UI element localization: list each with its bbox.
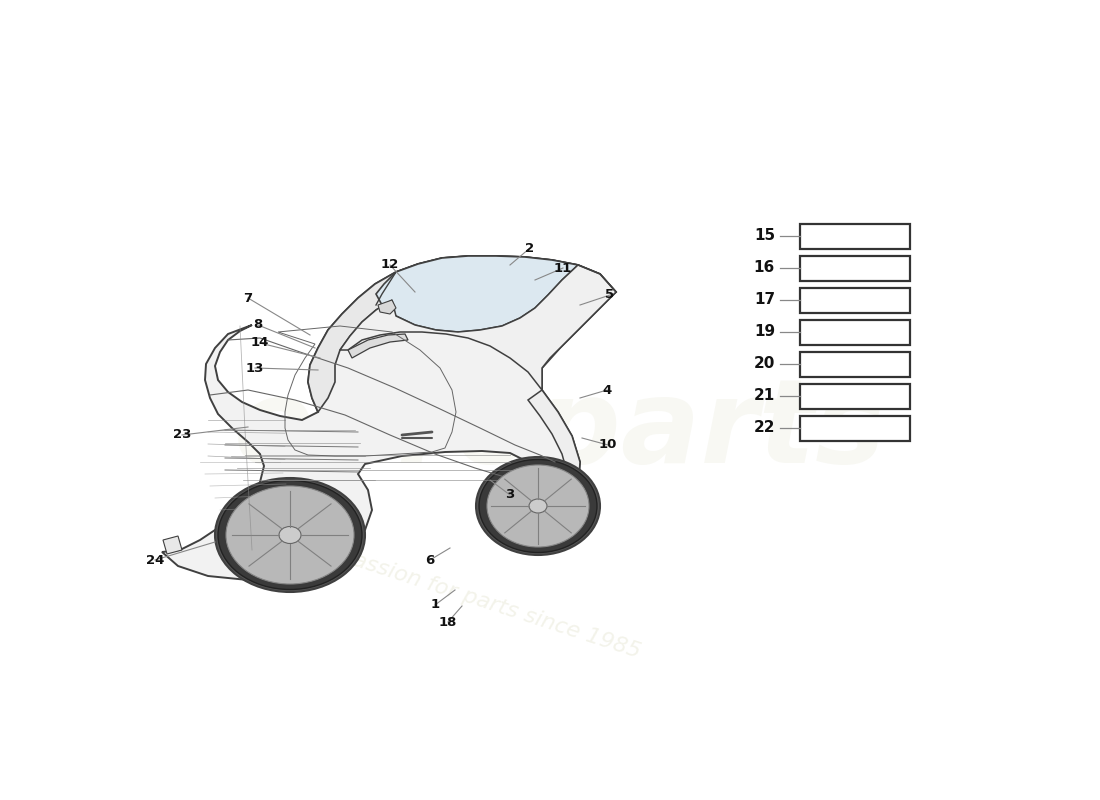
Text: 22: 22 <box>754 421 776 435</box>
Ellipse shape <box>317 535 339 551</box>
Text: 7: 7 <box>243 291 253 305</box>
Text: 6: 6 <box>426 554 434 566</box>
Text: 23: 23 <box>173 429 191 442</box>
Polygon shape <box>340 265 616 390</box>
Bar <box>800 383 910 409</box>
Text: 3: 3 <box>505 489 515 502</box>
Polygon shape <box>348 334 408 358</box>
Text: 15: 15 <box>754 229 776 243</box>
Text: 20: 20 <box>754 357 776 371</box>
Bar <box>800 319 910 345</box>
Ellipse shape <box>214 478 365 592</box>
Text: 21: 21 <box>754 389 776 403</box>
Ellipse shape <box>478 459 597 553</box>
Bar <box>800 351 910 377</box>
Text: 18: 18 <box>439 615 458 629</box>
Text: 13: 13 <box>245 362 264 374</box>
Bar <box>800 415 910 441</box>
Ellipse shape <box>279 526 301 543</box>
Text: 19: 19 <box>754 325 776 339</box>
Ellipse shape <box>476 457 600 555</box>
Text: 16: 16 <box>754 261 776 275</box>
Text: 14: 14 <box>251 337 270 350</box>
Ellipse shape <box>559 505 578 519</box>
Polygon shape <box>378 300 396 314</box>
Polygon shape <box>308 256 616 412</box>
Bar <box>800 287 910 313</box>
Bar <box>800 223 910 249</box>
Ellipse shape <box>487 465 588 547</box>
Text: 2: 2 <box>526 242 535 254</box>
Text: 1: 1 <box>430 598 440 611</box>
Polygon shape <box>162 256 616 580</box>
Polygon shape <box>528 390 580 530</box>
Text: 10: 10 <box>598 438 617 451</box>
Polygon shape <box>376 256 578 332</box>
Text: a passion for parts since 1985: a passion for parts since 1985 <box>317 538 644 662</box>
Text: 4: 4 <box>603 383 612 397</box>
Text: 24: 24 <box>146 554 164 566</box>
Text: 11: 11 <box>554 262 572 274</box>
Ellipse shape <box>226 486 354 584</box>
Bar <box>800 255 910 281</box>
Ellipse shape <box>529 499 547 513</box>
Polygon shape <box>163 536 182 554</box>
Text: 12: 12 <box>381 258 399 271</box>
Text: europarts: europarts <box>234 373 887 487</box>
Text: 17: 17 <box>754 293 776 307</box>
Text: 8: 8 <box>253 318 263 331</box>
Ellipse shape <box>218 481 362 590</box>
Text: 5: 5 <box>605 289 615 302</box>
